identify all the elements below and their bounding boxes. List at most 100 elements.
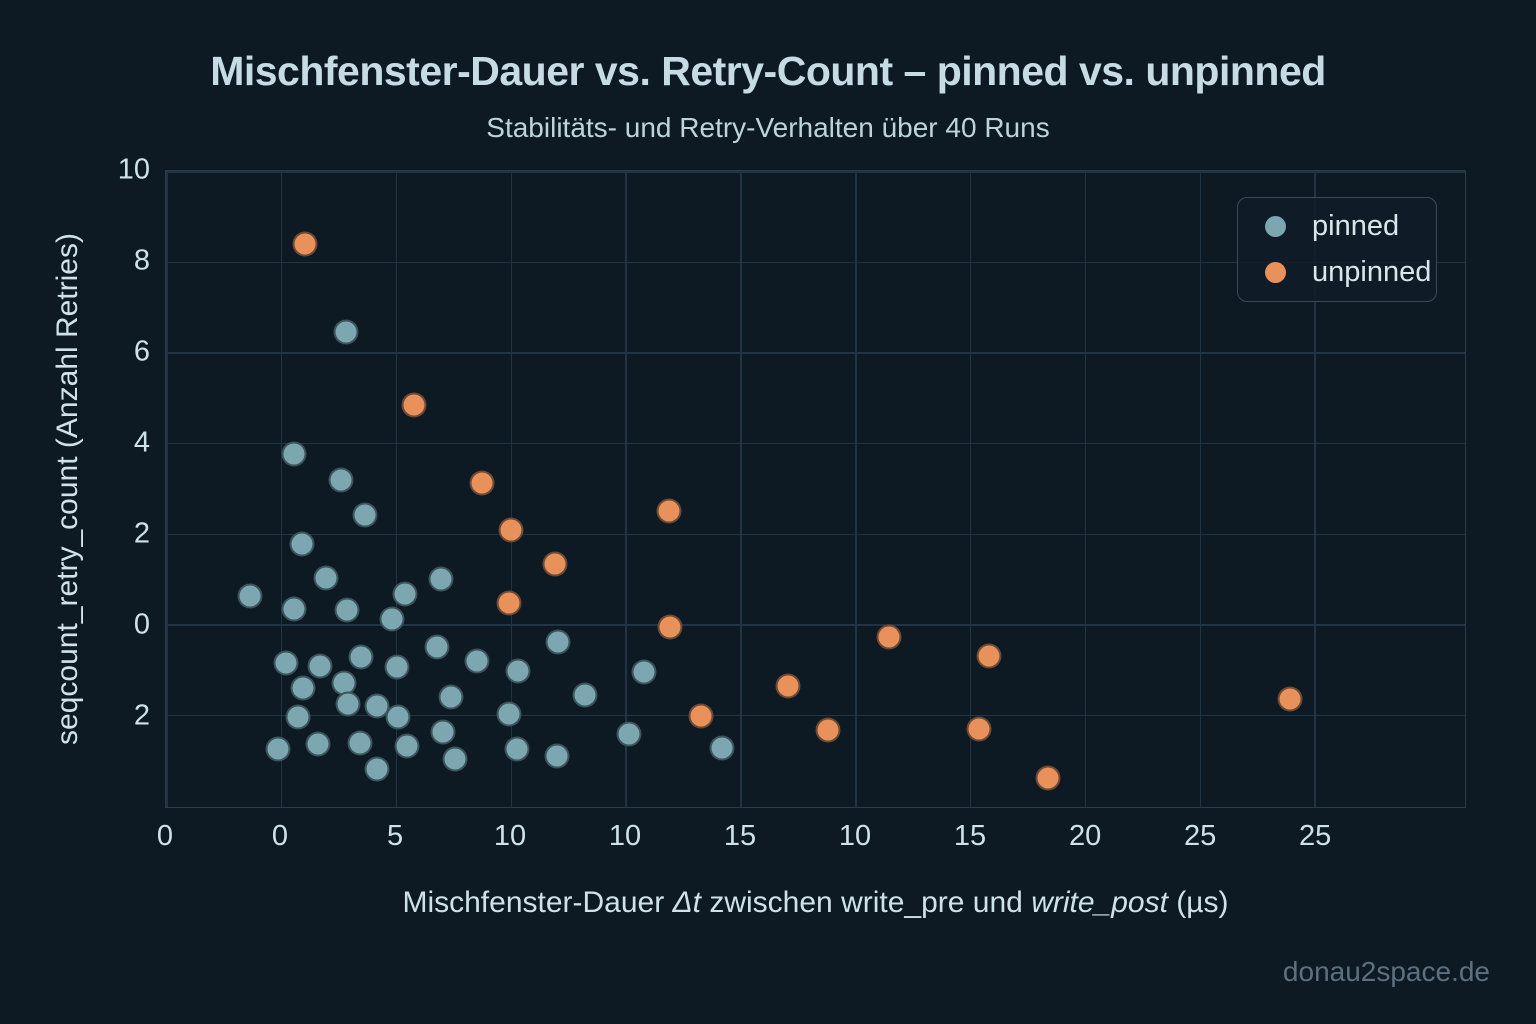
legend-label-pinned: pinned xyxy=(1312,210,1400,243)
gridline-y xyxy=(166,442,1465,445)
scatter-point-unpinned xyxy=(656,498,682,524)
plot-area xyxy=(165,170,1466,808)
scatter-point-pinned xyxy=(438,684,464,710)
scatter-point-unpinned xyxy=(688,703,714,729)
scatter-point-pinned xyxy=(237,583,263,609)
x-tick-label: 5 xyxy=(386,820,404,852)
scatter-point-unpinned xyxy=(292,231,318,257)
scatter-point-unpinned xyxy=(496,590,522,616)
scatter-point-pinned xyxy=(505,658,531,684)
x-tick-label: 15 xyxy=(953,820,987,852)
scatter-point-pinned xyxy=(545,629,571,655)
scatter-point-pinned xyxy=(281,441,307,467)
legend: pinned unpinned xyxy=(1237,197,1437,302)
y-tick-label: 4 xyxy=(133,426,150,459)
x-tick-label: 25 xyxy=(1183,820,1217,852)
legend-label-unpinned: unpinned xyxy=(1312,255,1432,288)
gridline-y xyxy=(166,171,1465,173)
x-tick-label: 10 xyxy=(493,820,527,852)
scatter-point-pinned xyxy=(290,675,316,701)
y-axis-ticks: 10 8 6 4 2 0 2 xyxy=(0,154,150,808)
gridline-y xyxy=(166,714,1465,717)
gridline-x xyxy=(740,171,742,807)
gridline-x xyxy=(510,171,512,807)
x-tick-label: 20 xyxy=(1068,820,1102,852)
scatter-point-unpinned xyxy=(657,614,683,640)
gridline-x xyxy=(1199,171,1201,807)
y-tick-label: 8 xyxy=(133,244,150,277)
x-tick-label: 15 xyxy=(723,820,757,852)
scatter-point-pinned xyxy=(307,653,333,679)
scatter-point-unpinned xyxy=(1277,686,1303,712)
scatter-point-pinned xyxy=(504,736,530,762)
legend-item-unpinned: unpinned xyxy=(1265,256,1436,289)
y-tick-label: 2 xyxy=(133,699,150,732)
x-tick-label: 0 xyxy=(156,820,174,852)
scatter-point-pinned xyxy=(616,721,642,747)
scatter-point-pinned xyxy=(305,731,331,757)
scatter-point-unpinned xyxy=(401,392,427,418)
scatter-point-unpinned xyxy=(498,517,524,543)
y-tick-label: 10 xyxy=(117,153,150,186)
gridline-x xyxy=(395,171,398,807)
scatter-point-pinned xyxy=(347,730,373,756)
x-tick-label: 0 xyxy=(271,820,289,852)
gridline-x xyxy=(280,171,283,807)
scatter-point-pinned xyxy=(430,719,456,745)
gridline-x xyxy=(855,171,857,807)
gridline-y xyxy=(166,261,1465,264)
y-tick-label: 6 xyxy=(133,335,150,368)
scatter-point-pinned xyxy=(265,736,291,762)
chart-title: Mischfenster-Dauer vs. Retry-Count – pin… xyxy=(210,48,1326,94)
chart-subtitle: Stabilitäts- und Retry-Verhalten über 40… xyxy=(486,112,1050,143)
scatter-point-unpinned xyxy=(976,643,1002,669)
scatter-point-pinned xyxy=(328,467,354,493)
x-axis-label: Mischfenster-Dauer Δt zwischen write_pre… xyxy=(165,886,1466,920)
gridline-x xyxy=(625,171,627,807)
pinned-marker-icon xyxy=(1265,216,1286,238)
scatter-point-pinned xyxy=(289,531,315,557)
watermark: donau2space.de xyxy=(1282,956,1490,987)
unpinned-marker-icon xyxy=(1265,261,1286,283)
scatter-point-pinned xyxy=(428,566,454,592)
x-axis-label-part: (µs) xyxy=(1167,886,1229,919)
scatter-point-pinned xyxy=(384,654,410,680)
scatter-point-pinned xyxy=(544,743,570,769)
scatter-point-pinned xyxy=(273,650,299,676)
y-tick-label: 2 xyxy=(133,517,150,550)
scatter-point-pinned xyxy=(333,319,359,345)
x-tick-label: 10 xyxy=(838,820,872,852)
scatter-point-pinned xyxy=(334,597,360,623)
scatter-point-pinned xyxy=(335,691,361,717)
scatter-point-pinned xyxy=(348,644,374,670)
x-axis-label-part: zwischen write_pre und xyxy=(701,886,1032,919)
x-tick-label: 25 xyxy=(1298,820,1332,852)
gridline-x xyxy=(1314,171,1316,807)
scatter-point-pinned xyxy=(631,659,657,685)
scatter-point-pinned xyxy=(352,502,378,528)
scatter-point-pinned xyxy=(464,648,489,674)
scatter-point-pinned xyxy=(385,704,410,730)
x-axis-label-part: write_post xyxy=(1031,886,1168,919)
x-axis-label-part: Mischfenster-Dauer xyxy=(402,886,673,919)
gridline-x xyxy=(166,171,168,807)
scatter-point-pinned xyxy=(379,606,405,632)
gridline-y xyxy=(166,533,1465,536)
x-axis-ticks: 0 0 5 10 10 15 10 15 20 25 25 xyxy=(157,820,1466,862)
y-axis-label: seqcount_retry_count (Anzahl Retries) xyxy=(51,233,84,745)
scatter-point-pinned xyxy=(313,565,339,591)
gridline-x xyxy=(1084,171,1087,807)
scatter-point-unpinned xyxy=(542,551,568,577)
scatter-point-unpinned xyxy=(775,673,801,699)
x-axis-label-part: Δt xyxy=(672,886,702,919)
scatter-point-pinned xyxy=(572,682,598,708)
gridline-x xyxy=(969,171,972,807)
legend-item-pinned: pinned xyxy=(1265,210,1436,243)
gridline-y xyxy=(166,624,1465,626)
scatter-point-unpinned xyxy=(815,717,841,743)
scatter-point-pinned xyxy=(394,733,420,759)
scatter-point-unpinned xyxy=(1035,765,1061,791)
scatter-point-pinned xyxy=(424,634,450,660)
scatter-point-pinned xyxy=(281,596,307,622)
